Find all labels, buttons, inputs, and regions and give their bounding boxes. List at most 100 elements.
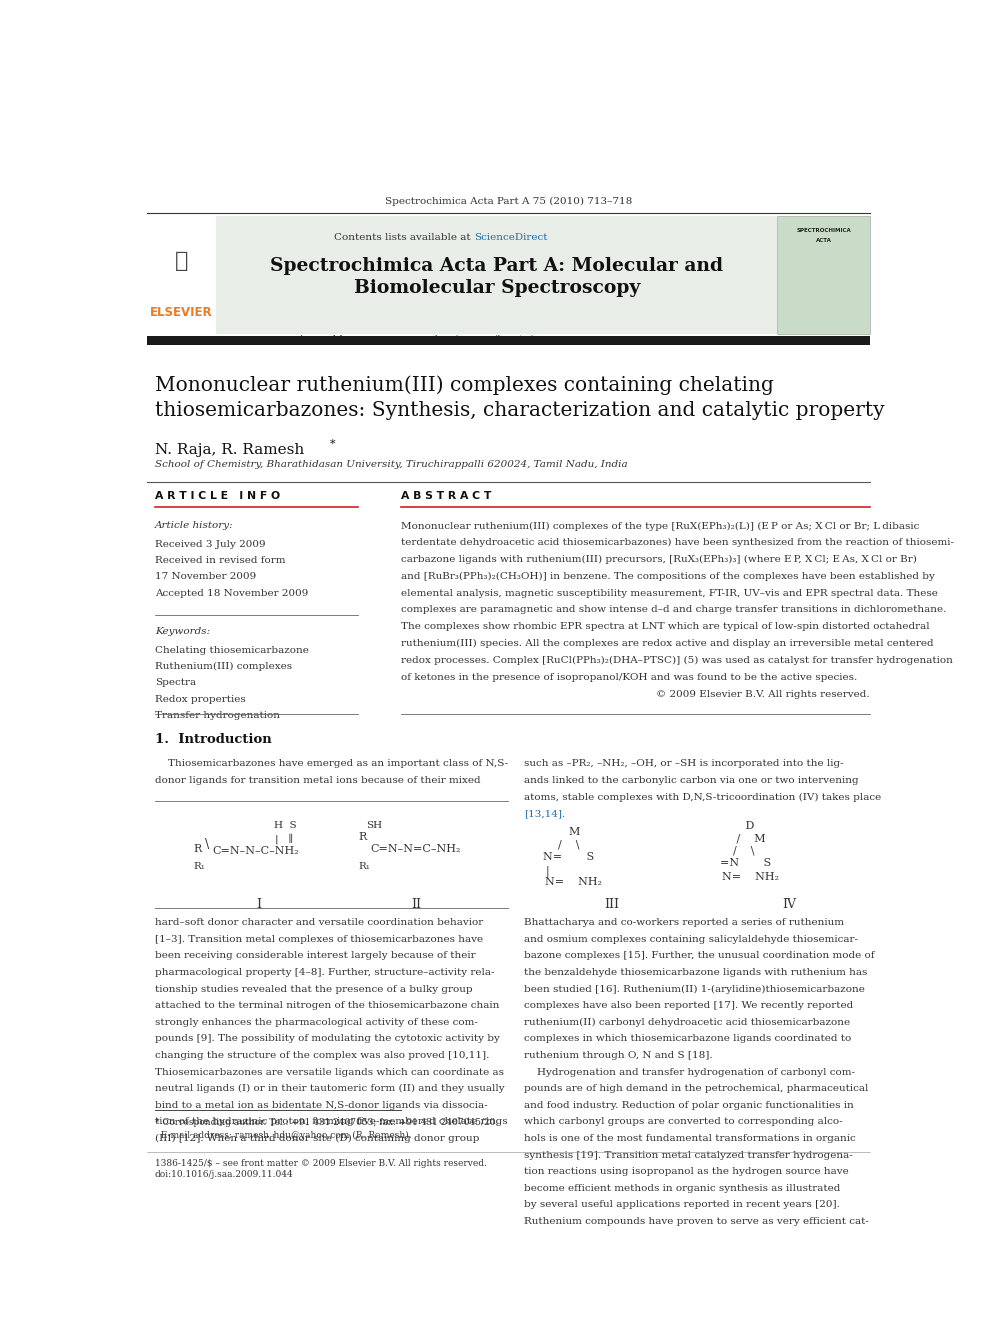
Text: pounds [9]. The possibility of modulating the cytotoxic activity by: pounds [9]. The possibility of modulatin… — [155, 1035, 500, 1044]
Text: tionship studies revealed that the presence of a bulky group: tionship studies revealed that the prese… — [155, 984, 472, 994]
Text: Mononuclear ruthenium(III) complexes of the type [RuX(EPh₃)₂(L)] (E P or As; X C: Mononuclear ruthenium(III) complexes of … — [401, 521, 920, 531]
Text: Accepted 18 November 2009: Accepted 18 November 2009 — [155, 589, 309, 598]
Text: 17 November 2009: 17 November 2009 — [155, 573, 256, 581]
Text: hols is one of the most fundamental transformations in organic: hols is one of the most fundamental tran… — [524, 1134, 855, 1143]
Text: ruthenium(II) carbonyl dehydroacetic acid thiosemicarbazone: ruthenium(II) carbonyl dehydroacetic aci… — [524, 1017, 850, 1027]
Text: journal homepage:: journal homepage: — [299, 335, 401, 344]
Text: been receiving considerable interest largely because of their: been receiving considerable interest lar… — [155, 951, 475, 960]
Text: ScienceDirect: ScienceDirect — [474, 233, 548, 242]
Text: redox processes. Complex [RuCl(PPh₃)₂(DHA–PTSC)] (5) was used as catalyst for tr: redox processes. Complex [RuCl(PPh₃)₂(DH… — [401, 656, 952, 665]
Text: /    M: / M — [726, 833, 766, 844]
Text: A B S T R A C T: A B S T R A C T — [401, 491, 491, 501]
Text: Keywords:: Keywords: — [155, 627, 210, 636]
Text: bind to a metal ion as bidentate N,S-donor ligands via dissocia-: bind to a metal ion as bidentate N,S-don… — [155, 1101, 487, 1110]
Text: D: D — [727, 822, 754, 831]
Text: Transfer hydrogenation: Transfer hydrogenation — [155, 710, 280, 720]
Text: of ketones in the presence of isopropanol/KOH and was found to be the active spe: of ketones in the presence of isopropano… — [401, 672, 857, 681]
Bar — [147, 216, 216, 333]
Text: |   ∥: | ∥ — [276, 833, 294, 844]
Text: E-mail address: ramesh_hdu@yahoo.com (R. Ramesh).: E-mail address: ramesh_hdu@yahoo.com (R.… — [155, 1131, 412, 1140]
Text: Ruthenium(III) complexes: Ruthenium(III) complexes — [155, 662, 292, 671]
Text: doi:10.1016/j.saa.2009.11.044: doi:10.1016/j.saa.2009.11.044 — [155, 1171, 294, 1179]
Text: Received in revised form: Received in revised form — [155, 556, 286, 565]
Text: pharmacological property [4–8]. Further, structure–activity rela-: pharmacological property [4–8]. Further,… — [155, 968, 494, 976]
Text: such as –PR₂, –NH₂, –OH, or –SH is incorporated into the lig-: such as –PR₂, –NH₂, –OH, or –SH is incor… — [524, 759, 843, 769]
Text: and food industry. Reduction of polar organic functionalities in: and food industry. Reduction of polar or… — [524, 1101, 853, 1110]
Text: strongly enhances the pharmacological activity of these com-: strongly enhances the pharmacological ac… — [155, 1017, 477, 1027]
Text: hard–soft donor character and versatile coordination behavior: hard–soft donor character and versatile … — [155, 918, 483, 927]
Text: Spectra: Spectra — [155, 679, 195, 688]
Text: atoms, stable complexes with D,N,S-tricoordination (IV) takes place: atoms, stable complexes with D,N,S-trico… — [524, 792, 881, 802]
Text: ACTA: ACTA — [815, 238, 831, 243]
Text: School of Chemistry, Bharathidasan University, Tiruchirappalli 620024, Tamil Nad: School of Chemistry, Bharathidasan Unive… — [155, 460, 627, 470]
Text: /    \: / \ — [726, 845, 755, 856]
Text: tion reactions using isopropanol as the hydrogen source have: tion reactions using isopropanol as the … — [524, 1167, 848, 1176]
Text: Hydrogenation and transfer hydrogenation of carbonyl com-: Hydrogenation and transfer hydrogenation… — [524, 1068, 855, 1077]
Text: complexes have also been reported [17]. We recently reported: complexes have also been reported [17]. … — [524, 1002, 853, 1011]
Text: Bhattacharya and co-workers reported a series of ruthenium: Bhattacharya and co-workers reported a s… — [524, 918, 844, 927]
Text: 1386-1425/$ – see front matter © 2009 Elsevier B.V. All rights reserved.: 1386-1425/$ – see front matter © 2009 El… — [155, 1159, 487, 1168]
Text: R: R — [193, 844, 201, 853]
Text: and [RuBr₃(PPh₃)₂(CH₃OH)] in benzene. The compositions of the complexes have bee: and [RuBr₃(PPh₃)₂(CH₃OH)] in benzene. Th… — [401, 572, 934, 581]
Bar — [216, 216, 778, 333]
Text: M: M — [555, 827, 580, 836]
Text: Received 3 July 2009: Received 3 July 2009 — [155, 540, 266, 549]
Text: donor ligands for transition metal ions because of their mixed: donor ligands for transition metal ions … — [155, 777, 480, 785]
Text: The complexes show rhombic EPR spectra at LNT which are typical of low-spin dist: The complexes show rhombic EPR spectra a… — [401, 622, 930, 631]
Text: Contents lists available at: Contents lists available at — [334, 233, 474, 242]
Text: N=    NH₂: N= NH₂ — [546, 877, 602, 888]
Text: \: \ — [204, 837, 209, 851]
Text: www.elsevier.com/locate/saa: www.elsevier.com/locate/saa — [401, 335, 551, 344]
Text: © 2009 Elsevier B.V. All rights reserved.: © 2009 Elsevier B.V. All rights reserved… — [656, 689, 870, 699]
Text: SH: SH — [366, 822, 382, 831]
Text: R₁: R₁ — [193, 863, 205, 871]
Text: IV: IV — [782, 898, 796, 910]
Text: C=N–N=C–NH₂: C=N–N=C–NH₂ — [370, 844, 460, 853]
Text: =N       S: =N S — [720, 859, 771, 868]
Text: Spectrochimica Acta Part A: Molecular and
Biomolecular Spectroscopy: Spectrochimica Acta Part A: Molecular an… — [270, 257, 723, 298]
Text: Ruthenium compounds have proven to serve as very efficient cat-: Ruthenium compounds have proven to serve… — [524, 1217, 869, 1226]
Text: pounds are of high demand in the petrochemical, pharmaceutical: pounds are of high demand in the petroch… — [524, 1085, 868, 1093]
Text: 🌲: 🌲 — [175, 251, 188, 271]
Text: the benzaldehyde thiosemicarbazone ligands with ruthenium has: the benzaldehyde thiosemicarbazone ligan… — [524, 968, 867, 976]
Text: by several useful applications reported in recent years [20].: by several useful applications reported … — [524, 1200, 839, 1209]
Text: ands linked to the carbonylic carbon via one or two intervening: ands linked to the carbonylic carbon via… — [524, 777, 858, 785]
Text: ELSEVIER: ELSEVIER — [151, 306, 213, 319]
Text: III: III — [605, 898, 620, 910]
Text: N. Raja, R. Ramesh: N. Raja, R. Ramesh — [155, 443, 304, 456]
Text: changing the structure of the complex was also proved [10,11].: changing the structure of the complex wa… — [155, 1050, 489, 1060]
Bar — [147, 336, 870, 345]
Text: ruthenium(III) species. All the complexes are redox active and display an irreve: ruthenium(III) species. All the complexe… — [401, 639, 933, 648]
Text: synthesis [19]. Transition metal catalyzed transfer hydrogena-: synthesis [19]. Transition metal catalyz… — [524, 1151, 852, 1160]
Text: [1–3]. Transition metal complexes of thiosemicarbazones have: [1–3]. Transition metal complexes of thi… — [155, 935, 483, 943]
Text: carbazone ligands with ruthenium(III) precursors, [RuX₃(EPh₃)₃] (where E P, X Cl: carbazone ligands with ruthenium(III) pr… — [401, 556, 917, 564]
Text: Mononuclear ruthenium(III) complexes containing chelating
thiosemicarbazones: Sy: Mononuclear ruthenium(III) complexes con… — [155, 376, 885, 421]
Text: which carbonyl groups are converted to corresponding alco-: which carbonyl groups are converted to c… — [524, 1118, 842, 1126]
Text: Redox properties: Redox properties — [155, 695, 245, 704]
Text: terdentate dehydroacetic acid thiosemicarbazones) have been synthesized from the: terdentate dehydroacetic acid thiosemica… — [401, 538, 953, 548]
Text: Chelating thiosemicarbazone: Chelating thiosemicarbazone — [155, 646, 309, 655]
Text: complexes are paramagnetic and show intense d–d and charge transfer transitions : complexes are paramagnetic and show inte… — [401, 606, 946, 614]
Text: A R T I C L E   I N F O: A R T I C L E I N F O — [155, 491, 280, 501]
Text: and osmium complexes containing salicylaldehyde thiosemicar-: and osmium complexes containing salicyla… — [524, 935, 858, 943]
Text: complexes in which thiosemicarbazone ligands coordinated to: complexes in which thiosemicarbazone lig… — [524, 1035, 851, 1044]
Text: SPECTROCHIMICA: SPECTROCHIMICA — [797, 228, 851, 233]
Text: tion of the hydrazinic proton, forming five-membered chelate rings: tion of the hydrazinic proton, forming f… — [155, 1118, 507, 1126]
Text: Article history:: Article history: — [155, 521, 233, 531]
Text: H  S: H S — [274, 822, 297, 831]
Text: been studied [16]. Ruthenium(II) 1-(arylidine)thiosemicarbazone: been studied [16]. Ruthenium(II) 1-(aryl… — [524, 984, 865, 994]
Text: elemental analysis, magnetic susceptibility measurement, FT-IR, UV–vis and EPR s: elemental analysis, magnetic susceptibil… — [401, 589, 937, 598]
Text: 1.  Introduction: 1. Introduction — [155, 733, 272, 746]
Text: ruthenium through O, N and S [18].: ruthenium through O, N and S [18]. — [524, 1050, 712, 1060]
Text: Spectrochimica Acta Part A 75 (2010) 713–718: Spectrochimica Acta Part A 75 (2010) 713… — [385, 197, 632, 206]
Text: Thiosemicarbazones have emerged as an important class of N,S-: Thiosemicarbazones have emerged as an im… — [155, 759, 508, 769]
Text: * Corresponding author. Tel.: +91 431 2407053; fax: +91 431 2407045/20.: * Corresponding author. Tel.: +91 431 24… — [155, 1118, 498, 1127]
Text: R: R — [358, 832, 367, 841]
Text: I: I — [256, 898, 261, 910]
Text: C=N–N–C–NH₂: C=N–N–C–NH₂ — [212, 845, 299, 856]
Text: /    \: / \ — [551, 840, 579, 849]
Text: N=    NH₂: N= NH₂ — [722, 872, 779, 882]
Bar — [778, 216, 870, 333]
Text: *: * — [329, 439, 335, 448]
Text: [13,14].: [13,14]. — [524, 810, 565, 819]
